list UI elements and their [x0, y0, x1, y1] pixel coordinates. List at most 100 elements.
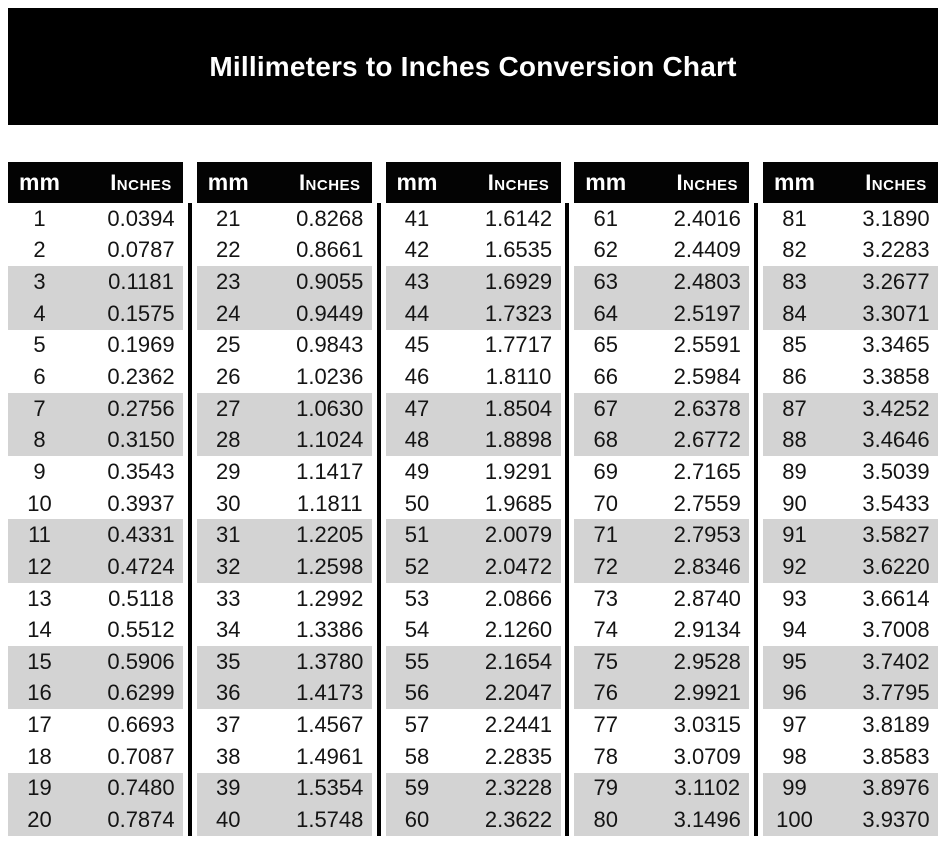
mm-value: 23 [216, 269, 241, 295]
mm-value: 87 [782, 395, 807, 421]
inches-value: 1.0630 [296, 395, 364, 421]
table-row: 90 3.5433 [763, 487, 938, 520]
inches-value: 3.5827 [862, 522, 930, 548]
mm-value: 100 [776, 806, 813, 832]
mm-value: 32 [216, 553, 241, 579]
table-row: 53 2.0866 [385, 582, 561, 615]
mm-value: 4 [33, 300, 46, 326]
inches-value: 3.8583 [862, 743, 930, 769]
inches-value: 3.0315 [673, 712, 741, 738]
inches-value: 3.8189 [862, 712, 930, 738]
mm-value: 49 [404, 458, 430, 484]
mm-value: 58 [404, 743, 430, 769]
inches-value: 1.4961 [296, 743, 364, 769]
inches-value: 2.1260 [484, 617, 553, 643]
table-row: 36 1.4173 [196, 677, 372, 710]
mm-value: 2 [33, 237, 46, 263]
mm-value: 19 [27, 775, 52, 801]
table-row: 93 3.6614 [763, 582, 938, 615]
inches-value: 3.6614 [862, 585, 930, 611]
table-row: 54 2.1260 [385, 614, 561, 646]
table-row: 3 0.1181 [8, 266, 183, 298]
mm-value: 96 [782, 680, 807, 706]
inches-value: 3.7795 [862, 680, 930, 706]
inches-value: 2.5197 [673, 300, 741, 326]
table-row: 66 2.5984 [574, 361, 750, 393]
table-row: 83 3.2677 [763, 266, 938, 298]
inches-value: 0.9055 [296, 269, 364, 295]
mm-value: 81 [782, 205, 807, 231]
mm-value: 16 [27, 680, 52, 706]
table-rows: 41 1.6142 42 1.6535 43 1.6929 44 1.7323 45 1.7717… [385, 203, 561, 836]
mm-value: 85 [782, 332, 807, 358]
inches-value: 1.8504 [484, 395, 553, 421]
inches-value: 1.1024 [296, 427, 364, 453]
table-row: 11 0.4331 [8, 519, 183, 552]
inches-value: 0.6299 [107, 680, 175, 706]
mm-value: 14 [27, 617, 52, 643]
conversion-table: mm Inches 1 0.0394 2 0.0787 3 0.1181 4 0.1575 5 0… [8, 162, 938, 836]
table-header: mm Inches [196, 162, 372, 203]
inches-header-label: Inches [298, 169, 361, 195]
mm-value: 39 [216, 775, 241, 801]
mm-value: 67 [593, 395, 618, 421]
inches-value: 2.9134 [673, 617, 741, 643]
mm-value: 74 [593, 617, 618, 643]
table-row: 60 2.3622 [385, 804, 561, 836]
mm-value: 34 [216, 617, 241, 643]
inches-value: 0.8268 [296, 205, 364, 231]
mm-value: 70 [593, 490, 618, 516]
table-row: 68 2.6772 [574, 424, 750, 457]
table-row: 32 1.2598 [196, 551, 372, 583]
mm-value: 15 [27, 648, 52, 674]
mm-value: 71 [593, 522, 618, 548]
table-row: 34 1.3386 [196, 614, 372, 646]
table-row: 5 0.1969 [8, 329, 183, 362]
inches-value: 1.5354 [296, 775, 364, 801]
mm-value: 40 [216, 806, 241, 832]
inches-value: 3.5433 [862, 490, 930, 516]
inches-value: 0.9449 [296, 300, 364, 326]
inches-value: 2.6378 [673, 395, 741, 421]
table-row: 25 0.9843 [196, 329, 372, 362]
table-row: 62 2.4409 [574, 234, 750, 267]
table-row: 17 0.6693 [8, 709, 183, 741]
inches-value: 3.1496 [673, 806, 741, 832]
table-row: 26 1.0236 [196, 361, 372, 393]
table-row: 70 2.7559 [574, 487, 750, 520]
inches-value: 3.2677 [862, 269, 930, 295]
inches-value: 2.1654 [484, 648, 553, 674]
mm-value: 17 [27, 712, 52, 738]
inches-value: 1.6535 [484, 237, 553, 263]
table-row: 87 3.4252 [763, 392, 938, 425]
mm-value: 25 [216, 332, 241, 358]
inches-value: 2.2835 [484, 743, 553, 769]
inches-value: 3.7008 [862, 617, 930, 643]
table-row: 13 0.5118 [8, 582, 183, 615]
table-row: 31 1.2205 [196, 519, 372, 552]
mm-value: 51 [404, 522, 430, 548]
mm-value: 46 [404, 364, 430, 390]
mm-value: 50 [404, 490, 430, 516]
table-row: 100 3.9370 [763, 804, 938, 836]
inches-value: 2.2047 [484, 680, 553, 706]
inches-value: 0.3543 [107, 458, 175, 484]
inches-value: 2.7953 [673, 522, 741, 548]
mm-value: 72 [593, 553, 618, 579]
mm-header-label: mm [585, 169, 627, 195]
inches-value: 3.3858 [862, 364, 930, 390]
table-header: mm Inches [763, 162, 938, 203]
inches-value: 2.8346 [673, 553, 741, 579]
mm-value: 22 [216, 237, 241, 263]
table-row: 40 1.5748 [196, 804, 372, 836]
mm-value: 8 [33, 427, 46, 453]
mm-value: 52 [404, 553, 430, 579]
inches-value: 0.0394 [107, 205, 175, 231]
table-row: 55 2.1654 [385, 645, 561, 678]
mm-value: 79 [593, 775, 618, 801]
inches-value: 0.1969 [107, 332, 175, 358]
table-row: 48 1.8898 [385, 424, 561, 457]
inches-value: 0.7480 [107, 775, 175, 801]
table-row: 73 2.8740 [574, 582, 750, 615]
mm-value: 90 [782, 490, 807, 516]
